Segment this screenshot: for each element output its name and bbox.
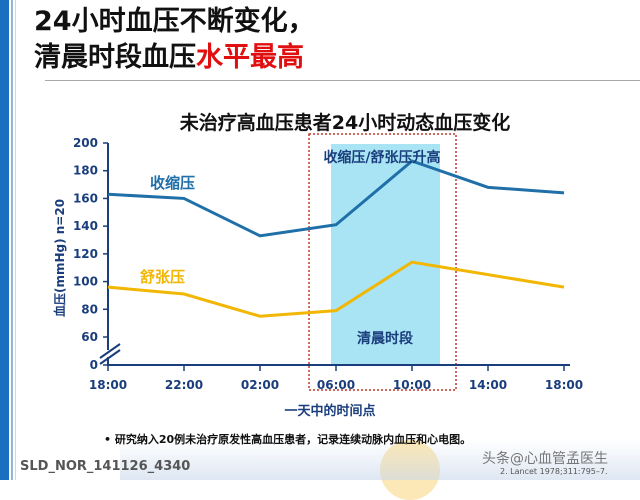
x-tick-label: 22:00 [165,378,203,392]
chart: 0 60 80 100 120 140 160 180 200 18:00 22:00 02:00 06… [0,0,640,480]
y-axis-label: 血压(mmHg) n=20 [52,199,67,317]
legend-diastolic: 舒张压 [140,268,185,286]
y-tick-label: 0 [90,358,98,372]
y-tick-label: 100 [73,275,98,289]
reference: 2. Lancet 1978;311:795–7. [500,467,608,476]
x-tick-label: 14:00 [469,378,507,392]
slide-code: SLD_NOR_141126_4340 [20,459,190,474]
x-tick-label: 06:00 [317,378,355,392]
x-tick-label: 02:00 [241,378,279,392]
y-tick-label: 200 [73,136,98,150]
x-tick-label: 18:00 [545,378,583,392]
watermark: 头条@心血管孟医生 [482,448,608,468]
morning-label: 清晨时段 [357,330,413,347]
footnote: • 研究纳入20例未治疗原发性高血压患者，记录连续动脉内血压和心电图。 [104,431,471,447]
x-tick-label: 18:00 [89,378,127,392]
y-tick-label: 180 [73,164,98,178]
rise-label: 收缩压/舒张压升高 [323,149,440,166]
footnote-text: 研究纳入20例未治疗原发性高血压患者，记录连续动脉内血压和心电图。 [115,433,471,446]
y-tick-label: 80 [81,302,98,316]
y-tick-label: 160 [73,191,98,205]
y-tick-label: 120 [73,247,98,261]
x-axis-label: 一天中的时间点 [284,403,375,419]
y-tick-label: 60 [81,330,98,344]
y-tick-label: 140 [73,219,98,233]
legend-systolic: 收缩压 [150,174,195,192]
x-tick-label: 10:00 [393,378,431,392]
